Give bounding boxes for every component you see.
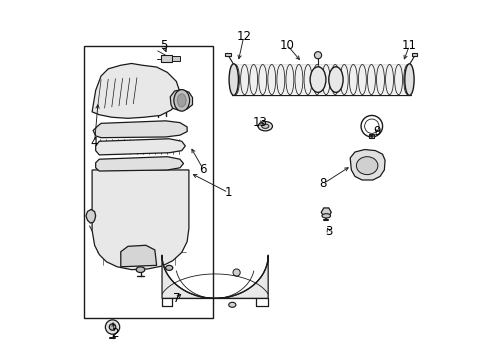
Ellipse shape (228, 64, 238, 95)
Ellipse shape (369, 134, 372, 137)
Ellipse shape (136, 267, 144, 273)
Polygon shape (121, 245, 156, 267)
Text: 7: 7 (172, 292, 180, 305)
Text: 6: 6 (199, 163, 206, 176)
Polygon shape (96, 157, 183, 171)
Text: 9: 9 (373, 125, 380, 138)
Ellipse shape (165, 265, 172, 270)
Text: 3: 3 (325, 225, 332, 238)
Ellipse shape (261, 124, 268, 129)
Ellipse shape (314, 51, 321, 59)
Text: 12: 12 (236, 30, 251, 43)
Polygon shape (96, 139, 185, 155)
Text: 1: 1 (224, 186, 232, 199)
Ellipse shape (105, 320, 120, 334)
Ellipse shape (356, 157, 377, 175)
Bar (225, 53, 230, 56)
Bar (161, 55, 172, 62)
Text: 5: 5 (160, 39, 167, 52)
Ellipse shape (177, 94, 185, 107)
Polygon shape (92, 170, 188, 270)
Ellipse shape (321, 214, 330, 218)
Polygon shape (162, 255, 267, 298)
Text: 8: 8 (319, 177, 326, 190)
Polygon shape (170, 90, 192, 110)
Bar (83, 45, 212, 318)
Ellipse shape (109, 324, 116, 330)
Ellipse shape (233, 269, 240, 276)
Ellipse shape (404, 64, 413, 95)
Ellipse shape (328, 67, 343, 93)
Bar (368, 134, 373, 138)
Text: 13: 13 (252, 116, 267, 129)
Text: 11: 11 (401, 39, 416, 52)
Ellipse shape (309, 67, 325, 93)
Polygon shape (231, 64, 410, 95)
Bar (411, 53, 416, 56)
Polygon shape (92, 63, 180, 118)
Text: 2: 2 (111, 327, 118, 340)
Ellipse shape (174, 90, 189, 111)
Bar (172, 56, 180, 61)
Polygon shape (93, 121, 187, 138)
Polygon shape (321, 208, 330, 217)
Text: 4: 4 (91, 136, 98, 149)
Polygon shape (349, 149, 384, 180)
Ellipse shape (228, 302, 235, 307)
Text: 10: 10 (280, 39, 294, 52)
Ellipse shape (258, 122, 272, 131)
Polygon shape (86, 210, 96, 223)
